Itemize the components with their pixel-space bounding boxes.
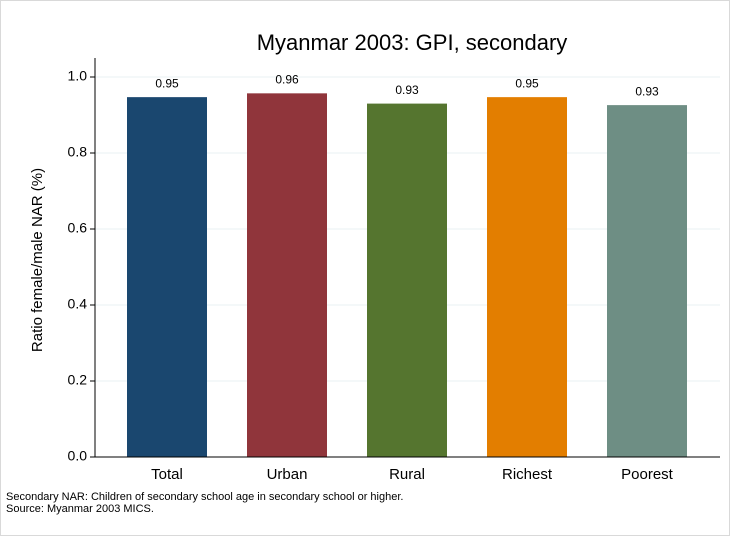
note: Secondary NAR: Children of secondary sch…: [6, 491, 403, 503]
value-label: 0.93: [395, 83, 419, 97]
x-tick-label: Total: [151, 466, 183, 483]
bar: [367, 103, 447, 457]
bar: [127, 97, 207, 457]
y-tick-label: 0.0: [68, 448, 88, 464]
value-label: 0.95: [515, 76, 539, 90]
y-axis-title: Ratio female/male NAR (%): [29, 168, 46, 352]
x-tick-label: Poorest: [621, 466, 674, 483]
x-tick-label: Richest: [502, 466, 553, 483]
value-label: 0.96: [275, 73, 299, 87]
y-tick-label: 0.6: [68, 220, 88, 236]
chart-title: Myanmar 2003: GPI, secondary: [257, 30, 568, 55]
x-tick-label: Rural: [389, 466, 425, 483]
bar: [607, 105, 687, 458]
value-label: 0.93: [635, 84, 659, 98]
note: Source: Myanmar 2003 MICS.: [6, 503, 154, 515]
x-tick-label: Urban: [267, 466, 308, 483]
value-label: 0.95: [155, 76, 179, 90]
bar: [487, 97, 567, 457]
y-tick-label: 0.2: [68, 372, 88, 388]
bar: [247, 93, 327, 457]
y-tick-label: 0.8: [68, 144, 88, 160]
y-tick-label: 1.0: [68, 68, 88, 84]
y-tick-label: 0.4: [68, 296, 88, 312]
